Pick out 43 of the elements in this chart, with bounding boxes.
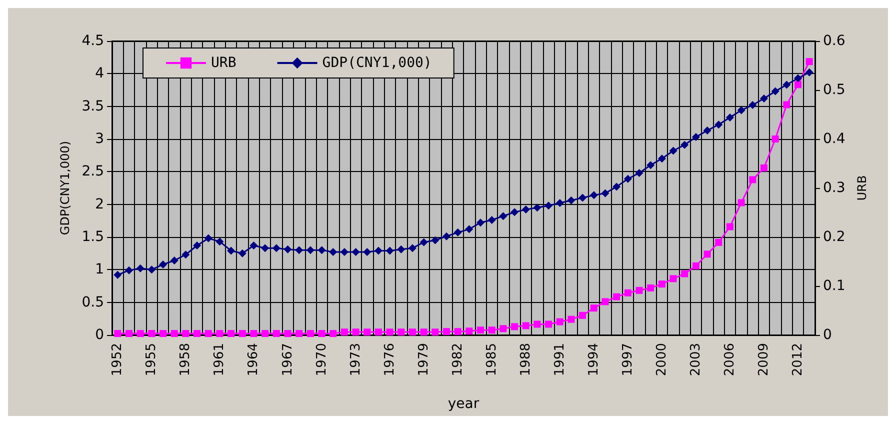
y2-tick-label: 0.1 xyxy=(823,278,846,294)
y-tick-label: 1.5 xyxy=(82,229,104,245)
x-tick-label: 1973 xyxy=(348,343,364,376)
y-tick-label: 3 xyxy=(95,131,104,147)
x-tick-label: 1970 xyxy=(314,343,330,376)
y2-tick-label: 0.6 xyxy=(823,33,846,49)
y-tick-label: 2.5 xyxy=(82,164,104,180)
x-tick-label: 1976 xyxy=(382,343,398,376)
x-axis-title: year xyxy=(448,396,480,412)
x-tick-label: 1988 xyxy=(518,343,534,376)
x-tick-label: 1994 xyxy=(586,343,602,376)
y2-tick-label: 0.2 xyxy=(823,229,846,245)
x-tick-label: 1982 xyxy=(450,343,466,376)
x-tick-label: 2000 xyxy=(654,343,670,376)
y-tick-label: 3.5 xyxy=(82,98,104,114)
y2-tick-label: 0 xyxy=(823,327,832,343)
x-tick-label: 2003 xyxy=(688,343,704,376)
y-tick-label: 4 xyxy=(95,66,104,82)
x-tick-label: 2009 xyxy=(756,343,772,376)
x-tick-label: 1985 xyxy=(484,343,500,376)
x-tick-label: 2012 xyxy=(790,343,806,376)
x-tick-label: 1967 xyxy=(280,343,296,376)
x-tick-label: 1955 xyxy=(144,343,160,376)
x-tick-label: 1964 xyxy=(246,343,262,376)
y2-tick-label: 0.3 xyxy=(823,180,846,196)
x-tick-label: 1997 xyxy=(620,343,636,376)
y2-tick-label: 0.5 xyxy=(823,82,846,98)
y2-axis-title: URB xyxy=(855,175,870,201)
x-tick-label: 1979 xyxy=(416,343,432,376)
y2-tick-label: 0.4 xyxy=(823,131,846,147)
y-tick-label: 2 xyxy=(95,196,104,212)
legend-label: URB xyxy=(211,55,236,71)
x-tick-label: 1991 xyxy=(552,343,568,376)
y-tick-label: 0 xyxy=(95,327,104,343)
y-axis-title: GDP(CNY1,000) xyxy=(58,140,72,236)
x-tick-label: 1961 xyxy=(212,343,228,376)
x-tick-label: 1958 xyxy=(178,343,194,376)
x-tick-label: 1952 xyxy=(110,343,126,376)
legend-label: GDP(CNY1,000) xyxy=(322,55,432,71)
y-tick-label: 0.5 xyxy=(82,294,104,310)
y-tick-label: 1 xyxy=(95,262,104,278)
y-tick-label: 4.5 xyxy=(82,33,104,49)
x-tick-label: 2006 xyxy=(722,343,738,376)
